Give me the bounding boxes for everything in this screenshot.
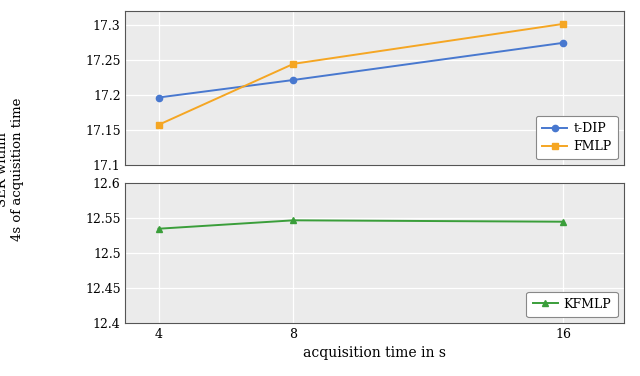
FMLP xyxy=(290,62,298,66)
Line: FMLP: FMLP xyxy=(156,21,566,128)
FMLP xyxy=(559,22,567,26)
KFMLP xyxy=(290,218,298,223)
KFMLP xyxy=(155,226,163,231)
t-DIP xyxy=(155,95,163,100)
Text: SER within
4s of acquisition time: SER within 4s of acquisition time xyxy=(0,97,24,241)
Line: KFMLP: KFMLP xyxy=(156,217,566,232)
Legend: KFMLP: KFMLP xyxy=(526,292,618,317)
FMLP xyxy=(155,123,163,127)
Legend: t-DIP, FMLP: t-DIP, FMLP xyxy=(536,116,618,159)
t-DIP xyxy=(559,41,567,45)
KFMLP xyxy=(559,220,567,224)
X-axis label: acquisition time in s: acquisition time in s xyxy=(303,346,446,360)
t-DIP xyxy=(290,78,298,82)
Line: t-DIP: t-DIP xyxy=(156,40,566,101)
